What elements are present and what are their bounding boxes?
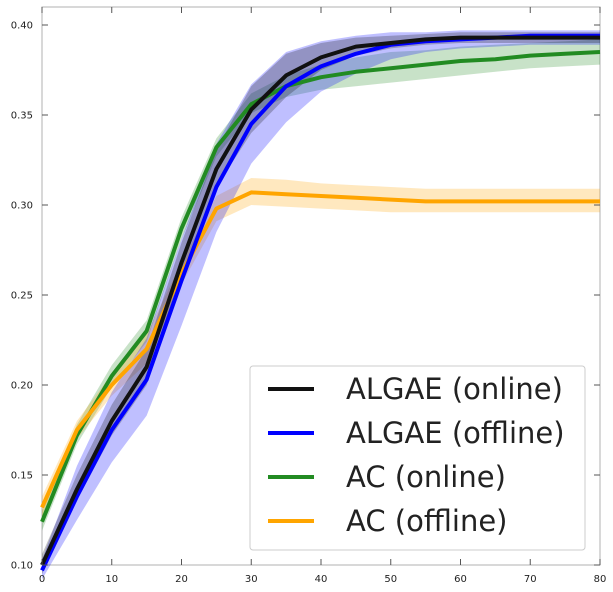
x-tick-label: 70 [524, 574, 537, 585]
series-line [40, 50, 601, 523]
x-tick-label: 0 [39, 574, 45, 585]
y-tick-label: 0.15 [11, 471, 33, 482]
series-lines [40, 33, 601, 572]
y-tick-label: 0.40 [11, 21, 33, 32]
y-tick-label: 0.35 [11, 111, 33, 122]
x-tick-label: 30 [245, 574, 258, 585]
legend-items: ALGAE (online) ALGAE (offline) AC (online)… [268, 372, 565, 538]
x-tick-label: 50 [384, 574, 397, 585]
legend-label: AC (online) [346, 460, 506, 494]
series-line [40, 35, 600, 566]
x-tick-label: 20 [175, 574, 188, 585]
legend-label: ALGAE (online) [346, 372, 563, 406]
legend-label: ALGAE (offline) [346, 416, 565, 450]
y-tick-label: 0.25 [11, 291, 33, 302]
y-tick-label: 0.10 [11, 561, 33, 572]
x-tick-label: 40 [315, 574, 328, 585]
series-line [40, 190, 600, 509]
x-tick-label: 60 [454, 574, 467, 585]
x-tick-label: 10 [105, 574, 118, 585]
y-tick-label: 0.30 [11, 201, 33, 212]
y-tick-label: 0.20 [11, 381, 33, 392]
legend: ALGAE (online) ALGAE (offline) AC (online)… [249, 365, 586, 551]
axis-ticks: 0 10 20 30 40 50 60 70 80 0.10 0.15 0.20 0.25 0.30 0.3… [11, 7, 607, 585]
x-tick-label: 80 [594, 574, 607, 585]
legend-box [249, 365, 586, 551]
legend-label: AC (offline) [346, 504, 507, 538]
